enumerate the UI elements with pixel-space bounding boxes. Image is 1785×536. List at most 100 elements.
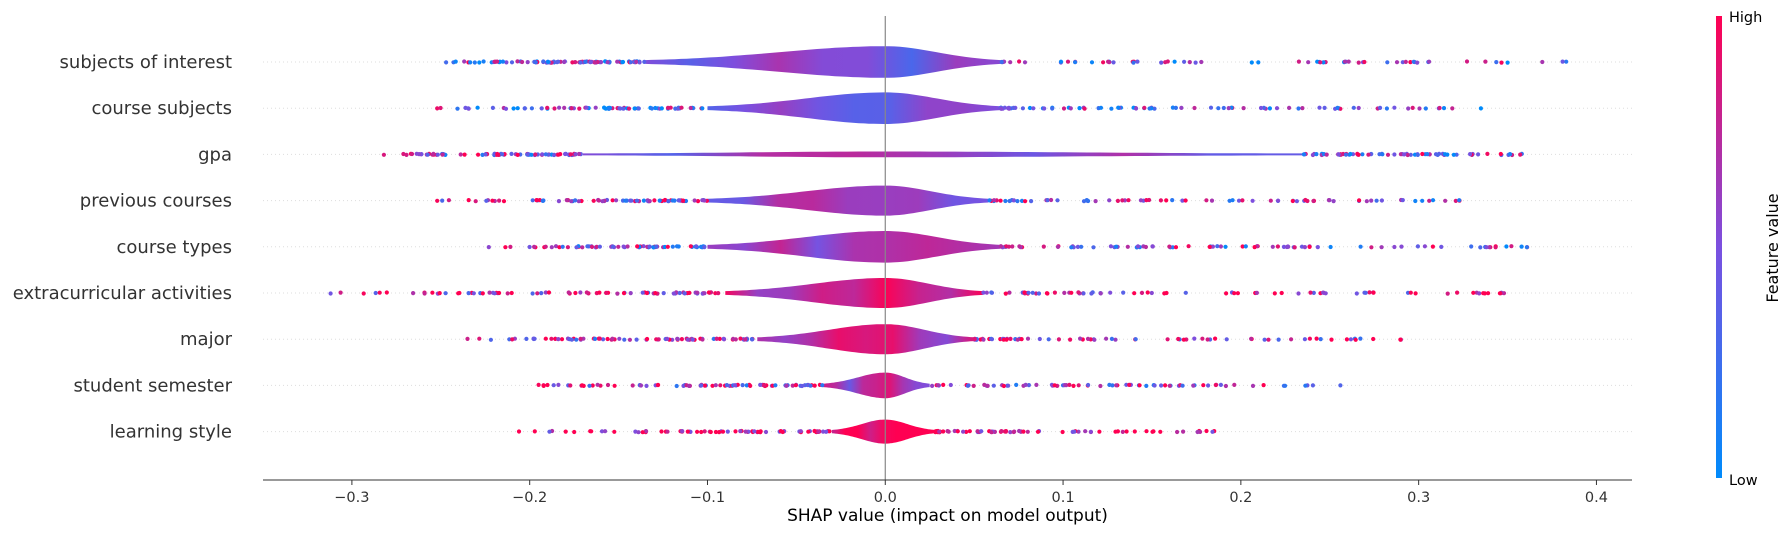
scatter-point bbox=[625, 244, 630, 249]
scatter-point bbox=[758, 382, 763, 387]
scatter-point bbox=[1457, 198, 1462, 203]
scatter-point bbox=[654, 244, 659, 249]
scatter-point bbox=[527, 244, 532, 250]
scatter-point bbox=[677, 198, 682, 203]
scatter-point bbox=[1072, 429, 1077, 434]
scatter-point bbox=[1294, 199, 1299, 204]
scatter-point bbox=[557, 105, 562, 110]
violin bbox=[645, 46, 1001, 78]
scatter-point bbox=[540, 198, 545, 203]
scatter-point bbox=[1281, 244, 1286, 249]
scatter-point bbox=[1091, 245, 1096, 250]
scatter-point bbox=[1232, 291, 1237, 296]
scatter-point bbox=[1135, 59, 1140, 64]
scatter-point bbox=[511, 106, 516, 111]
scatter-point bbox=[1041, 244, 1046, 249]
scatter-point bbox=[1089, 60, 1095, 65]
x-tick-label: −0.2 bbox=[512, 490, 547, 506]
scatter-point bbox=[645, 336, 650, 342]
scatter-point bbox=[1356, 105, 1361, 111]
scatter-point bbox=[793, 383, 799, 388]
scatter-point bbox=[1176, 336, 1181, 342]
violin bbox=[707, 185, 989, 216]
scatter-point bbox=[1356, 152, 1361, 157]
scatter-point bbox=[1037, 336, 1042, 342]
scatter-point bbox=[1006, 244, 1012, 249]
scatter-point bbox=[1015, 337, 1020, 342]
scatter-point bbox=[1050, 106, 1055, 111]
scatter-point bbox=[468, 60, 473, 65]
scatter-point bbox=[824, 429, 829, 434]
scatter-point bbox=[699, 383, 704, 388]
scatter-point bbox=[533, 60, 538, 65]
scatter-point bbox=[480, 291, 485, 296]
scatter-point bbox=[1115, 429, 1120, 434]
scatter-point bbox=[1113, 337, 1118, 342]
scatter-point bbox=[437, 291, 442, 296]
scatter-point bbox=[1165, 59, 1170, 64]
scatter-point bbox=[593, 105, 598, 110]
scatter-point bbox=[580, 245, 585, 250]
scatter-point bbox=[1139, 290, 1145, 295]
scatter-point bbox=[535, 291, 540, 296]
scatter-point bbox=[1241, 106, 1246, 111]
scatter-point bbox=[1026, 290, 1031, 295]
colorbar-title: Feature value bbox=[1763, 193, 1782, 302]
scatter-point bbox=[1441, 106, 1447, 111]
scatter-point bbox=[1279, 290, 1284, 296]
scatter-point bbox=[1183, 290, 1188, 295]
scatter-point bbox=[1420, 151, 1425, 157]
scatter-point bbox=[641, 198, 647, 203]
scatter-point bbox=[695, 290, 700, 295]
scatter-point bbox=[490, 198, 495, 203]
scatter-point bbox=[1321, 60, 1326, 65]
scatter-point bbox=[1451, 152, 1456, 157]
scatter-point bbox=[647, 199, 652, 204]
scatter-point bbox=[578, 290, 583, 295]
scatter-point bbox=[547, 429, 552, 434]
scatter-point bbox=[553, 244, 559, 249]
scatter-point bbox=[1170, 198, 1175, 203]
scatter-point bbox=[1504, 244, 1509, 249]
scatter-point bbox=[361, 291, 366, 296]
x-tick-label: 0.3 bbox=[1407, 490, 1430, 506]
scatter-point bbox=[590, 383, 595, 388]
scatter-point bbox=[1358, 244, 1363, 249]
scatter-point bbox=[1224, 291, 1229, 296]
scatter-point bbox=[1159, 383, 1164, 388]
scatter-point bbox=[647, 244, 652, 249]
scatter-point bbox=[1135, 244, 1141, 249]
scatter-point bbox=[964, 429, 969, 434]
scatter-point bbox=[1518, 152, 1523, 157]
x-tick-label: 0.0 bbox=[874, 490, 897, 506]
scatter-point bbox=[1034, 382, 1039, 387]
scatter-point bbox=[497, 198, 502, 203]
scatter-point bbox=[1207, 244, 1212, 249]
scatter-point bbox=[665, 336, 670, 341]
scatter-point bbox=[1064, 383, 1069, 388]
scatter-point bbox=[1318, 337, 1323, 342]
scatter-point bbox=[1109, 336, 1114, 341]
scatter-point bbox=[458, 152, 463, 157]
colorbar-gradient bbox=[1716, 16, 1722, 478]
scatter-point bbox=[1374, 198, 1379, 203]
scatter-point bbox=[1296, 291, 1301, 296]
scatter-point bbox=[987, 198, 992, 203]
colorbar-low-label: Low bbox=[1729, 473, 1758, 489]
scatter-point bbox=[629, 198, 634, 203]
scatter-point bbox=[1240, 198, 1245, 203]
scatter-point bbox=[975, 429, 980, 434]
scatter-point bbox=[526, 152, 531, 157]
scatter-point bbox=[1181, 337, 1186, 342]
scatter-point bbox=[981, 337, 986, 342]
scatter-point bbox=[1003, 198, 1008, 204]
scatter-point bbox=[685, 337, 690, 342]
scatter-point bbox=[738, 429, 743, 434]
scatter-point bbox=[1487, 245, 1492, 250]
scatter-point bbox=[1022, 60, 1028, 65]
scatter-point bbox=[574, 337, 579, 342]
scatter-point bbox=[1131, 60, 1136, 65]
scatter-point bbox=[381, 152, 386, 157]
scatter-point bbox=[665, 244, 670, 249]
scatter-point bbox=[545, 105, 550, 110]
